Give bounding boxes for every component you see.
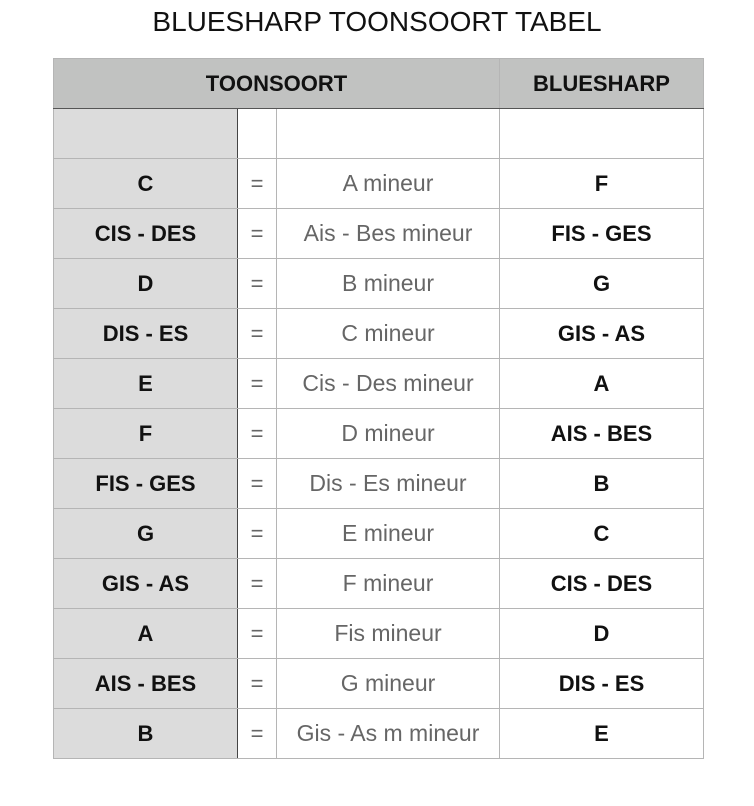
cell-bluesharp: FIS - GES [499, 208, 704, 259]
cell-minor: Ais - Bes mineur [276, 208, 500, 259]
cell-key: G [53, 508, 238, 559]
cell-equals: = [237, 208, 277, 259]
cell-equals: = [237, 308, 277, 359]
cell-bluesharp: A [499, 358, 704, 409]
cell-key: FIS - GES [53, 458, 238, 509]
table-row: G = E mineur C [53, 508, 704, 559]
cell-minor: Cis - Des mineur [276, 358, 500, 409]
cell-bluesharp: DIS - ES [499, 658, 704, 709]
cell-minor: C mineur [276, 308, 500, 359]
cell-bluesharp: CIS - DES [499, 558, 704, 609]
cell-key: E [53, 358, 238, 409]
cell-equals: = [237, 658, 277, 709]
cell-key: AIS - BES [53, 658, 238, 709]
table-row: CIS - DES = Ais - Bes mineur FIS - GES [53, 208, 704, 259]
header-bluesharp: BLUESHARP [499, 58, 704, 109]
cell-empty [237, 108, 277, 159]
cell-minor: G mineur [276, 658, 500, 709]
cell-bluesharp: E [499, 708, 704, 759]
empty-row [53, 108, 704, 159]
cell-equals: = [237, 158, 277, 209]
cell-equals: = [237, 358, 277, 409]
header-row: TOONSOORT BLUESHARP [53, 58, 704, 109]
cell-key: F [53, 408, 238, 459]
cell-empty [53, 108, 238, 159]
cell-equals: = [237, 508, 277, 559]
table-row: C = A mineur F [53, 158, 704, 209]
cell-bluesharp: AIS - BES [499, 408, 704, 459]
cell-equals: = [237, 408, 277, 459]
cell-minor: F mineur [276, 558, 500, 609]
cell-bluesharp: C [499, 508, 704, 559]
cell-bluesharp: D [499, 608, 704, 659]
cell-key: D [53, 258, 238, 309]
cell-bluesharp: B [499, 458, 704, 509]
cell-key: CIS - DES [53, 208, 238, 259]
key-table: TOONSOORT BLUESHARP C = A mineur F CIS - DES… [53, 58, 704, 759]
cell-empty [276, 108, 500, 159]
cell-key: C [53, 158, 238, 209]
table-row: F = D mineur AIS - BES [53, 408, 704, 459]
cell-key: GIS - AS [53, 558, 238, 609]
cell-key: A [53, 608, 238, 659]
table-row: E = Cis - Des mineur A [53, 358, 704, 409]
cell-key: B [53, 708, 238, 759]
cell-equals: = [237, 458, 277, 509]
cell-minor: E mineur [276, 508, 500, 559]
cell-empty [499, 108, 704, 159]
cell-bluesharp: GIS - AS [499, 308, 704, 359]
cell-equals: = [237, 558, 277, 609]
cell-minor: B mineur [276, 258, 500, 309]
cell-equals: = [237, 258, 277, 309]
cell-bluesharp: F [499, 158, 704, 209]
page-title: BLUESHARP TOONSOORT TABEL [152, 6, 602, 37]
cell-minor: D mineur [276, 408, 500, 459]
cell-minor: A mineur [276, 158, 500, 209]
cell-bluesharp: G [499, 258, 704, 309]
cell-minor: Fis mineur [276, 608, 500, 659]
table-row: D = B mineur G [53, 258, 704, 309]
table-row: FIS - GES = Dis - Es mineur B [53, 458, 704, 509]
cell-minor: Gis - As m mineur [276, 708, 500, 759]
cell-equals: = [237, 608, 277, 659]
table-row: A = Fis mineur D [53, 608, 704, 659]
table-row: B = Gis - As m mineur E [53, 708, 704, 759]
table-row: GIS - AS = F mineur CIS - DES [53, 558, 704, 609]
table-row: AIS - BES = G mineur DIS - ES [53, 658, 704, 709]
cell-equals: = [237, 708, 277, 759]
table-row: DIS - ES = C mineur GIS - AS [53, 308, 704, 359]
cell-key: DIS - ES [53, 308, 238, 359]
cell-minor: Dis - Es mineur [276, 458, 500, 509]
header-toonsoort: TOONSOORT [53, 58, 500, 109]
